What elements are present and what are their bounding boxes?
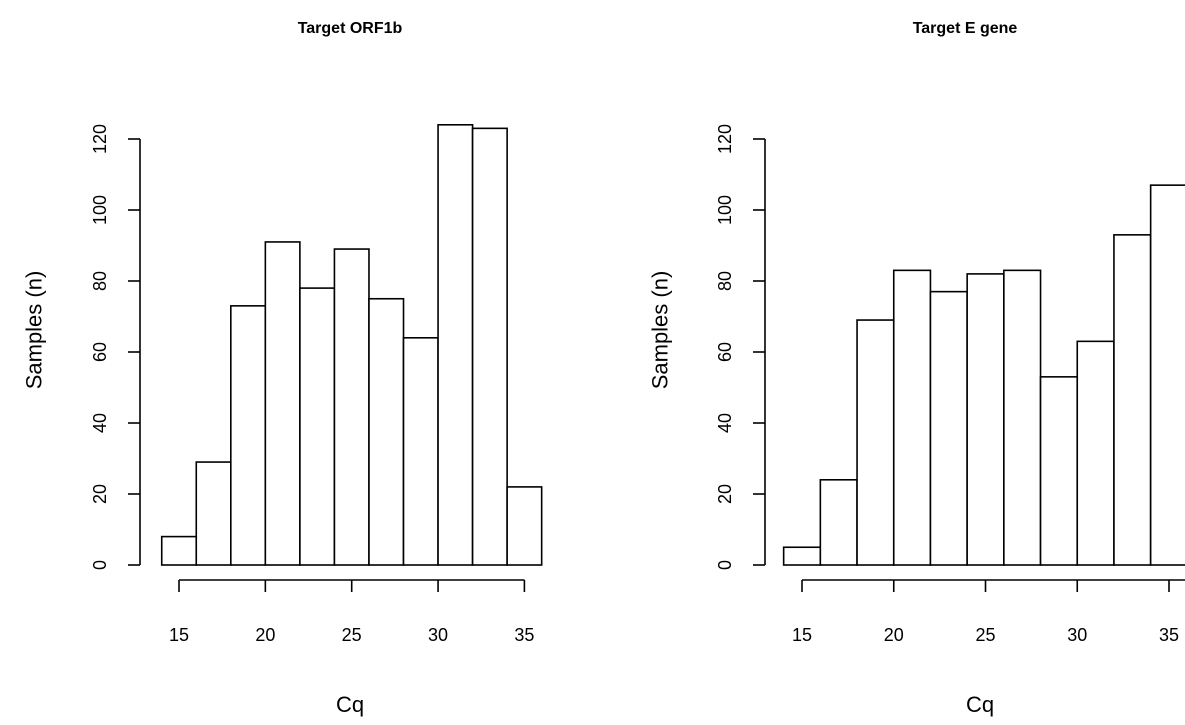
x-tick-label: 15	[169, 625, 189, 645]
x-tick-label: 25	[342, 625, 362, 645]
x-axis-label: Cq	[966, 692, 994, 717]
y-tick-label: 0	[715, 560, 735, 570]
histogram-bar	[1114, 235, 1151, 565]
histogram-bar	[1151, 185, 1185, 565]
histogram-bar	[231, 306, 266, 565]
histogram-bar	[404, 338, 439, 565]
chart-title: Target ORF1b	[298, 20, 403, 37]
histogram-1: Target ORF1b 0 20 40 60 80 100 120 15 20 25 30 35 Cq S…	[22, 20, 542, 717]
histogram-bar	[820, 480, 857, 565]
y-tick-label: 60	[90, 342, 110, 362]
histogram-bar	[196, 462, 231, 565]
x-tick-label: 35	[1159, 625, 1179, 645]
histogram-2: Target E gene020406080100120152025303540…	[648, 20, 1185, 717]
y-tick-label: 20	[715, 484, 735, 504]
y-tick-label: 100	[90, 195, 110, 225]
y-tick-label: 120	[715, 124, 735, 154]
histogram-bar	[162, 537, 197, 565]
y-tick-label: 20	[90, 484, 110, 504]
x-tick-label: 30	[428, 625, 448, 645]
histogram-bar	[1077, 341, 1114, 565]
x-tick-label: 15	[792, 625, 812, 645]
x-tick-label: 35	[514, 625, 534, 645]
x-tick-label: 20	[884, 625, 904, 645]
chart-title: Target E gene	[913, 20, 1018, 37]
histogram-bar	[930, 292, 967, 565]
y-tick-label: 0	[90, 560, 110, 570]
y-tick-label: 80	[90, 271, 110, 291]
histogram-bar	[967, 274, 1004, 565]
histogram-bar	[507, 487, 542, 565]
histogram-bar	[894, 270, 931, 565]
y-axis-label: Samples (n)	[648, 271, 673, 390]
histogram-bar	[369, 299, 404, 565]
histogram-bar	[334, 249, 369, 565]
y-tick-label: 100	[715, 195, 735, 225]
y-tick-label: 120	[90, 124, 110, 154]
y-tick-label: 80	[715, 271, 735, 291]
y-tick-label: 40	[90, 413, 110, 433]
histogram-bar	[784, 547, 821, 565]
y-tick-label: 60	[715, 342, 735, 362]
histogram-bar	[300, 288, 335, 565]
histogram-bar	[1041, 377, 1078, 565]
histogram-bar	[265, 242, 300, 565]
x-tick-label: 30	[1067, 625, 1087, 645]
x-tick-label: 25	[975, 625, 995, 645]
histogram-bar	[473, 128, 508, 565]
y-tick-label: 40	[715, 413, 735, 433]
x-tick-label: 20	[255, 625, 275, 645]
histogram-bar	[1004, 270, 1041, 565]
histogram-bar	[857, 320, 894, 565]
histogram-bar	[438, 125, 473, 565]
x-axis-label: Cq	[336, 692, 364, 717]
y-axis-label: Samples (n)	[22, 271, 47, 390]
